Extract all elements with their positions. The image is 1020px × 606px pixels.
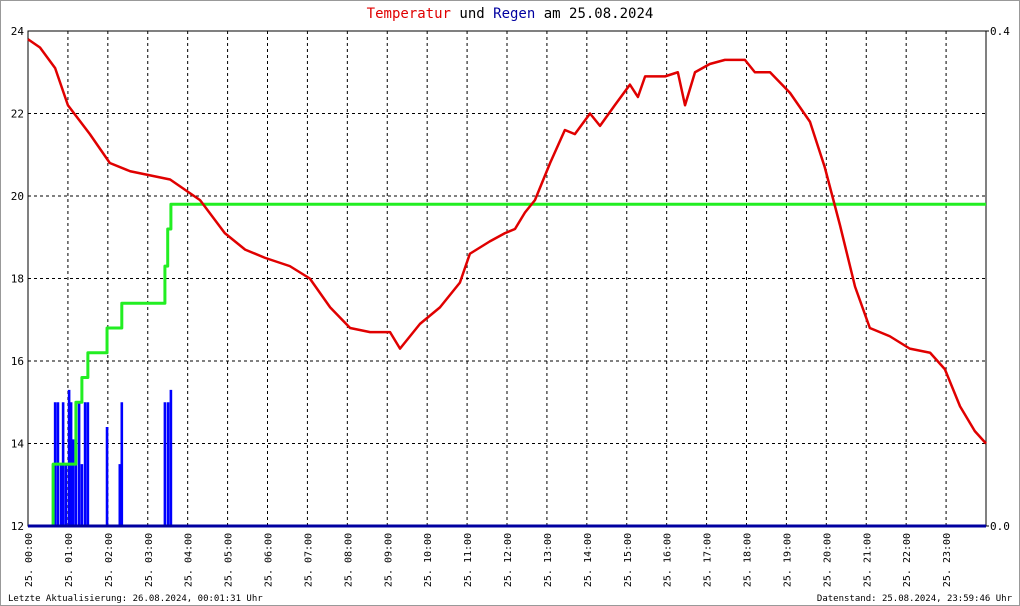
data-line	[27, 38, 987, 445]
x-tick-label: 25. 06:00	[264, 533, 275, 587]
x-tick-label: 25. 13:00	[543, 533, 554, 587]
x-tick-label: 25. 02:00	[104, 533, 115, 587]
x-tick-label: 25. 10:00	[423, 533, 434, 587]
rain-bar	[105, 427, 109, 526]
y-tick-label: 24	[11, 25, 25, 38]
x-tick-label: 25. 07:00	[303, 533, 314, 587]
rain-bar	[118, 464, 122, 526]
y-tick-label: 14	[11, 438, 25, 451]
rain-bar	[120, 402, 124, 526]
rain-bar	[77, 402, 81, 526]
x-tick-label: 25. 03:00	[144, 533, 155, 587]
x-tick-label: 25. 15:00	[623, 533, 634, 587]
x-tick-label: 25. 21:00	[862, 533, 873, 587]
y-tick-label: 16	[11, 355, 24, 368]
x-tick-label: 25. 12:00	[503, 533, 514, 587]
x-tick-label: 25. 17:00	[703, 533, 714, 587]
x-tick-label: 25. 16:00	[663, 533, 674, 587]
rain-bar	[64, 464, 68, 526]
footer-left: Letzte Aktualisierung: 26.08.2024, 00:01…	[8, 594, 263, 604]
title-part: Temperatur	[367, 6, 451, 22]
x-tick-label: 25. 19:00	[782, 533, 793, 587]
x-tick-label: 25. 01:00	[64, 533, 75, 587]
x-tick-label: 25. 18:00	[743, 533, 754, 587]
rain-bar	[71, 439, 75, 526]
x-tick-label: 25. 23:00	[942, 533, 953, 587]
rain-bar	[166, 402, 170, 526]
title-part: am 25.08.2024	[544, 6, 654, 22]
data-line	[28, 202, 986, 528]
x-tick-label: 25. 11:00	[463, 533, 474, 587]
x-tick-label: 25. 09:00	[383, 533, 394, 587]
rain-bar	[169, 389, 173, 526]
rain-bar	[83, 402, 87, 526]
y2-tick-label: 0.4	[990, 25, 1010, 38]
x-tick-label: 25. 22:00	[902, 533, 913, 587]
rain-bar	[59, 464, 63, 526]
title-part: Regen	[493, 6, 535, 22]
footer-right: Datenstand: 25.08.2024, 23:59:46 Uhr	[817, 594, 1013, 604]
rain-bar	[163, 402, 167, 526]
chart-title: Temperatur und Regen am 25.08.2024	[367, 6, 654, 22]
x-tick-label: 25. 05:00	[224, 533, 235, 587]
y-tick-label: 22	[11, 108, 24, 121]
x-tick-label: 25. 08:00	[343, 533, 354, 587]
title-part: und	[459, 6, 484, 22]
x-tick-label: 25. 04:00	[184, 533, 195, 587]
x-tick-label: 25. 20:00	[822, 533, 833, 587]
y-tick-label: 12	[11, 520, 24, 533]
x-tick-label: 25. 00:00	[24, 533, 35, 587]
rain-bar	[80, 464, 84, 526]
y-tick-label: 20	[11, 190, 24, 203]
y-tick-label: 18	[11, 273, 24, 286]
rain-bar	[86, 402, 90, 526]
x-tick-label: 25. 14:00	[583, 533, 594, 587]
y2-tick-label: 0.0	[990, 520, 1010, 533]
rain-bar	[67, 389, 71, 526]
